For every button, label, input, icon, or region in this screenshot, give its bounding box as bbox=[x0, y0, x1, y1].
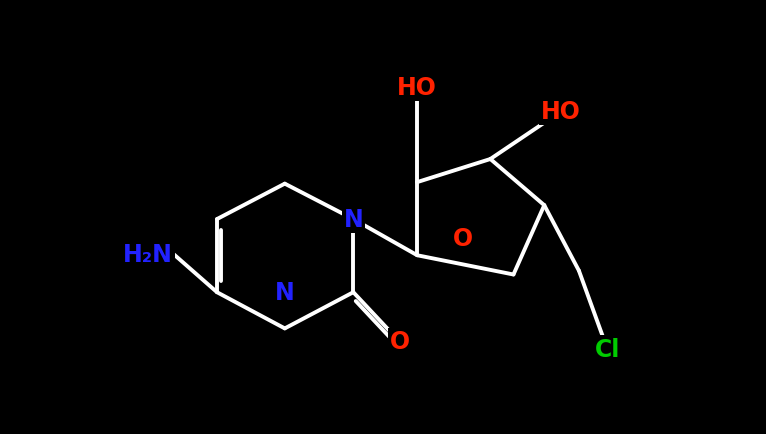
Text: O: O bbox=[453, 227, 473, 251]
Text: Cl: Cl bbox=[594, 337, 620, 362]
Text: N: N bbox=[343, 207, 363, 231]
Text: O: O bbox=[389, 330, 410, 354]
Text: HO: HO bbox=[542, 100, 581, 124]
Text: HO: HO bbox=[398, 76, 437, 100]
Text: N: N bbox=[275, 280, 295, 305]
Text: H₂N: H₂N bbox=[123, 242, 173, 266]
